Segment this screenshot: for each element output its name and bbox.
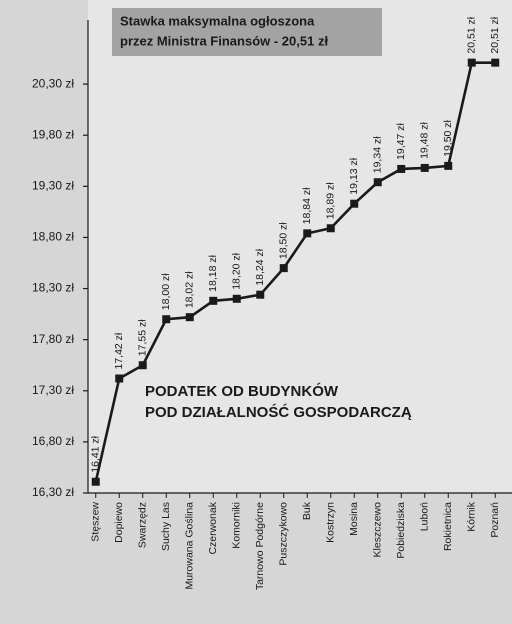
marker <box>420 163 429 172</box>
data-label: 18,50 zł <box>278 222 290 259</box>
x-tick-label: Buk <box>301 501 313 520</box>
x-tick-label: Kleszczewo <box>372 502 384 558</box>
x-tick-label: Puszczykowo <box>278 502 290 566</box>
x-tick-label: Rokietnica <box>442 502 454 551</box>
annotation-box <box>112 8 382 56</box>
plot-area <box>88 0 512 493</box>
marker <box>326 224 335 233</box>
y-tick-label: 16,30 zł <box>32 485 74 499</box>
x-tick-label: Swarzędz <box>137 502 149 548</box>
x-tick-label: Komorniki <box>231 502 243 549</box>
data-label: 18,84 zł <box>301 187 313 224</box>
x-tick-label: Luboń <box>419 502 431 531</box>
x-tick-label: Kostrzyn <box>325 502 337 543</box>
marker <box>115 374 124 383</box>
y-tick-label: 19,30 zł <box>32 179 74 193</box>
y-tick-label: 20,30 zł <box>32 76 74 90</box>
x-tick-label: Mosina <box>348 502 360 536</box>
y-tick-label: 18,80 zł <box>32 230 74 244</box>
data-label: 19,34 zł <box>372 136 384 173</box>
data-label: 16,41 zł <box>90 435 102 472</box>
y-tick-label: 17,80 zł <box>32 332 74 346</box>
data-label: 20,51 zł <box>489 16 501 53</box>
data-label: 19,13 zł <box>348 157 360 194</box>
x-tick-label: Murowana Goślina <box>184 502 196 590</box>
x-tick-label: Pobiedziska <box>395 502 407 559</box>
data-label: 18,18 zł <box>207 254 219 291</box>
marker <box>397 164 406 173</box>
y-tick-label: 18,30 zł <box>32 281 74 295</box>
x-tick-label: Kórnik <box>466 501 478 532</box>
data-label: 19,50 zł <box>442 119 454 156</box>
annotation: przez Ministra Finansów - 20,51 zł <box>120 33 328 48</box>
x-tick-label: Poznań <box>489 502 501 538</box>
data-label: 18,00 zł <box>160 273 172 310</box>
x-tick-label: Tarnowo Podgórne <box>254 502 266 590</box>
x-tick-label: Stęszew <box>90 502 102 542</box>
data-label: 18,20 zł <box>231 252 243 289</box>
data-label: 17,55 zł <box>137 319 149 356</box>
x-tick-label: Dopiewo <box>113 502 125 543</box>
marker <box>138 361 147 370</box>
x-tick-label: Czerwonak <box>207 501 219 554</box>
marker <box>350 199 359 208</box>
marker <box>256 290 265 299</box>
marker <box>185 313 194 322</box>
marker <box>491 58 500 67</box>
marker <box>209 296 218 305</box>
data-label: 17,42 zł <box>113 332 125 369</box>
annotation: Stawka maksymalna ogłoszona <box>120 13 315 28</box>
data-label: 19,47 zł <box>395 123 407 160</box>
y-tick-label: 17,30 zł <box>32 383 74 397</box>
y-tick-label: 19,80 zł <box>32 127 74 141</box>
x-tick-label: Suchy Las <box>160 502 172 551</box>
data-label: 19,48 zł <box>419 121 431 158</box>
marker <box>162 315 171 324</box>
data-label: 18,89 zł <box>325 182 337 219</box>
marker <box>373 178 382 187</box>
data-label: 20,51 zł <box>466 16 478 53</box>
marker <box>303 229 312 238</box>
data-label: 18,02 zł <box>184 271 196 308</box>
marker <box>444 161 453 170</box>
marker <box>91 477 100 486</box>
marker <box>279 264 288 273</box>
annotation: PODATEK OD BUDYNKÓW <box>145 382 339 400</box>
y-tick-label: 16,80 zł <box>32 434 74 448</box>
marker <box>467 58 476 67</box>
marker <box>232 294 241 303</box>
data-label: 18,24 zł <box>254 248 266 285</box>
annotation: POD DZIAŁALNOŚĆ GOSPODARCZĄ <box>145 403 412 421</box>
